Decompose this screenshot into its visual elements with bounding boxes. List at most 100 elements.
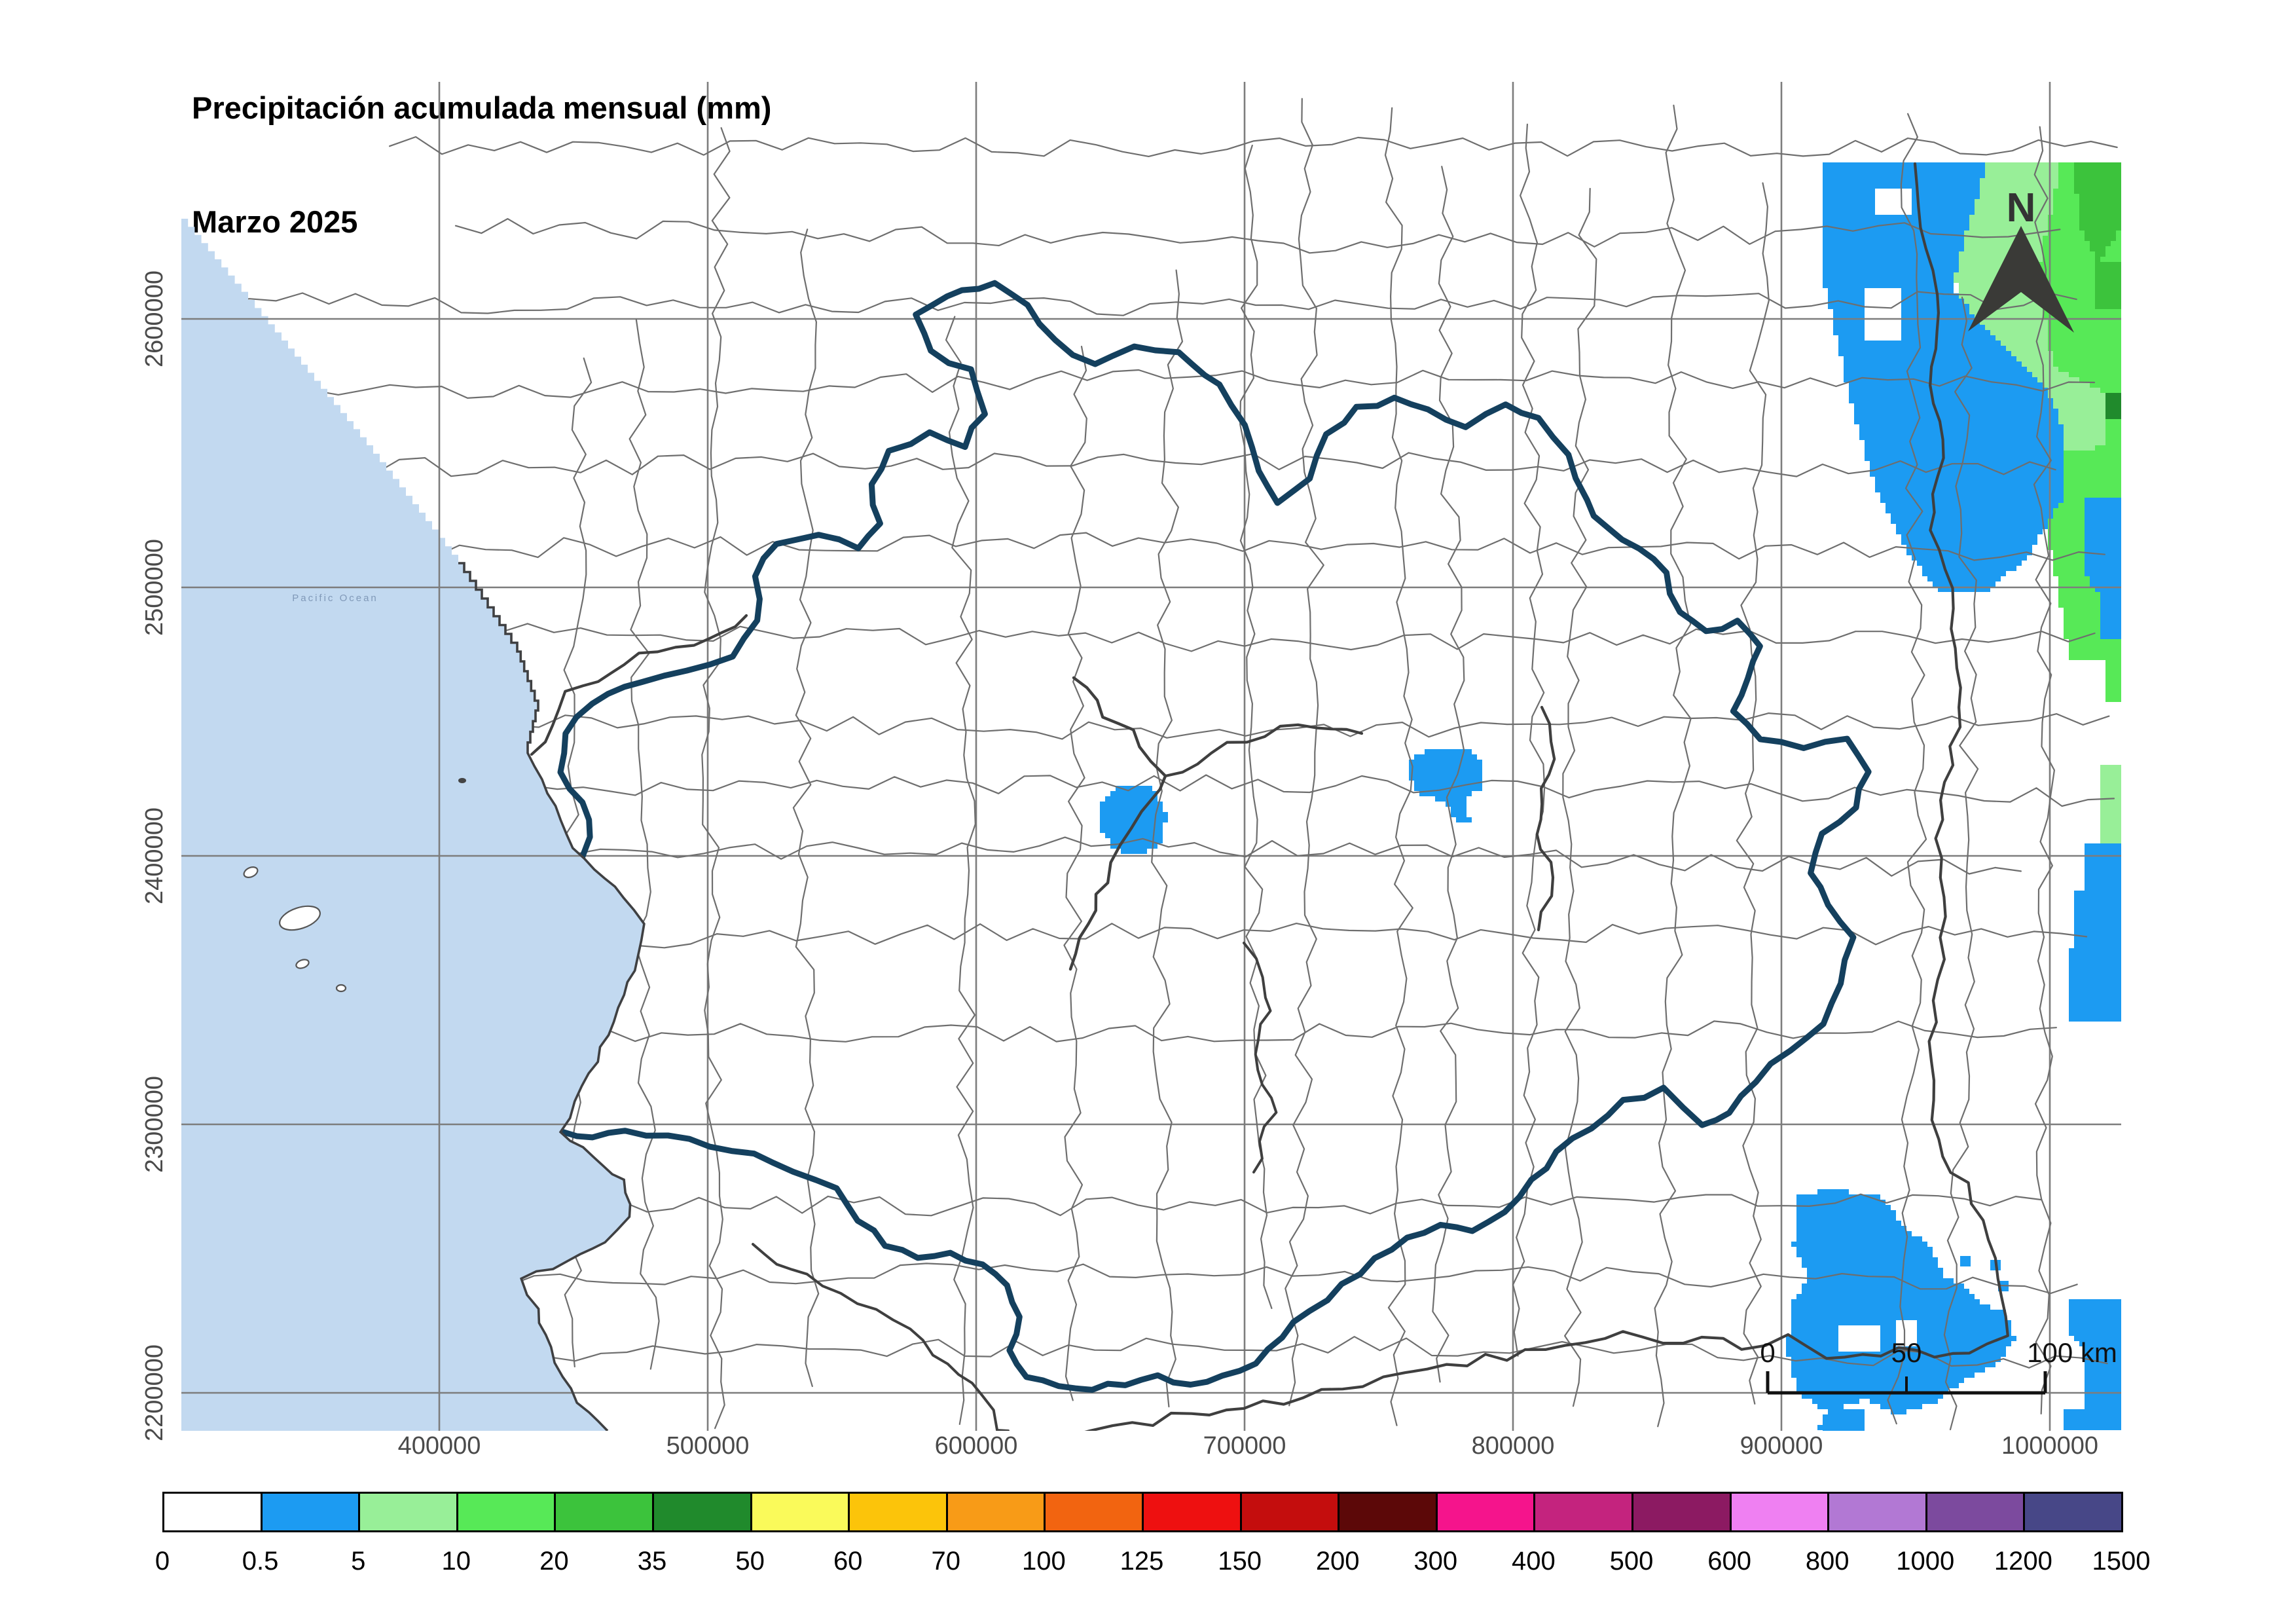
- precip-patch: [1796, 1294, 1975, 1299]
- region-boundary: [1084, 162, 2009, 1431]
- precip-patch: [1110, 838, 1163, 843]
- municipal-boundary: [1432, 166, 1465, 1383]
- precip-patch: [2037, 482, 2121, 487]
- precip-patch: [2079, 199, 2121, 204]
- municipal-boundary: [222, 291, 2077, 316]
- y-axis-tick-label: 2500000: [141, 539, 168, 636]
- municipal-boundaries-layer: [211, 98, 2118, 1431]
- precip-patch: [2069, 1001, 2121, 1006]
- precip-patch: [1854, 403, 2053, 409]
- precip-patch: [2064, 623, 2121, 629]
- precip-patch: [2064, 618, 2121, 623]
- precip-patch: [1849, 388, 2048, 393]
- precip-patch: [2100, 802, 2121, 807]
- precip-patch: [2085, 1346, 2121, 1352]
- y-axis-tick-label: 2400000: [141, 807, 168, 904]
- municipal-boundary: [560, 357, 592, 1368]
- precip-patch: [2074, 162, 2121, 168]
- precip-patch: [1409, 775, 1482, 781]
- precip-patch: [2085, 571, 2121, 576]
- precip-patch: [2069, 1006, 2121, 1011]
- precip-patch: [2069, 655, 2121, 660]
- precip-patch: [1990, 267, 2121, 272]
- precip-patch: [1791, 1304, 1990, 1310]
- precip-patch: [2069, 980, 2121, 985]
- precip-patch: [1833, 314, 1865, 320]
- precip-patch: [1807, 1278, 1954, 1283]
- precip-patch: [2043, 492, 2121, 498]
- precip-patch: [1791, 1373, 1975, 1378]
- precip-patch: [1823, 210, 1875, 215]
- precip-patch: [1791, 1299, 1980, 1304]
- precip-patch: [2069, 1320, 2121, 1325]
- precip-patch: [1446, 802, 1467, 807]
- municipal-boundary: [295, 452, 2056, 477]
- precip-patch: [2074, 927, 2121, 932]
- precip-patch: [1959, 241, 2043, 246]
- precip-patch: [2037, 487, 2121, 492]
- precip-patch: [1838, 335, 1865, 341]
- precip-patch: [1901, 288, 1954, 293]
- precip-patch: [2085, 508, 2121, 513]
- precip-patch: [1917, 1331, 2011, 1336]
- x-axis-tick-label: 400000: [398, 1432, 481, 1460]
- precip-patch: [2085, 534, 2121, 540]
- municipal-boundary: [440, 1193, 2043, 1217]
- precip-patch: [2105, 409, 2121, 414]
- precip-patch: [1917, 1325, 2011, 1331]
- municipal-boundary: [389, 136, 2118, 157]
- precip-patch: [1901, 320, 1980, 325]
- precip-patch: [2085, 859, 2121, 864]
- precip-patch: [1990, 236, 2121, 241]
- precip-patch: [2090, 576, 2121, 581]
- precip-patch: [2074, 906, 2121, 912]
- precip-patch: [2016, 388, 2100, 393]
- precip-patch: [2032, 471, 2121, 477]
- precip-patch: [1954, 267, 2037, 272]
- precip-patch: [1875, 487, 2064, 492]
- precip-patch: [1901, 309, 1969, 314]
- state-boundary-jalisco: [557, 280, 1872, 1393]
- precip-patch: [2069, 644, 2121, 650]
- precip-patch: [1833, 309, 1865, 314]
- precip-patch: [2058, 445, 2095, 451]
- precip-patch: [2085, 1373, 2121, 1378]
- precip-patch: [1901, 325, 1985, 330]
- precip-patch: [1828, 1441, 1854, 1446]
- precip-patch: [1823, 231, 1964, 236]
- precip-patch: [2100, 807, 2121, 812]
- precip-patch: [1844, 377, 2037, 382]
- map-title: Precipitación acumulada mensual (mm) Mar…: [192, 13, 771, 317]
- precip-patch: [1838, 346, 2006, 351]
- precip-patch: [1823, 225, 1969, 231]
- precip-patch: [2074, 943, 2121, 948]
- precipitation-patches-layer: [1100, 162, 2121, 1446]
- precip-patch: [1817, 1189, 1849, 1194]
- precip-patch: [2085, 885, 2121, 891]
- region-boundary: [1243, 942, 1278, 1173]
- precip-patch: [2100, 634, 2121, 639]
- precip-patch: [1969, 330, 2048, 335]
- precip-patch: [2100, 608, 2121, 613]
- precip-patch: [2058, 587, 2121, 592]
- precip-patch: [1912, 199, 1975, 204]
- y-axis-tick-label: 2600000: [141, 270, 168, 367]
- precip-patch: [1870, 471, 2064, 477]
- municipal-boundary: [1285, 98, 1324, 1407]
- municipal-boundary: [1239, 144, 1273, 1309]
- precip-patch: [1828, 299, 1865, 304]
- precip-patch: [1995, 210, 2121, 215]
- islet: [458, 778, 466, 783]
- precip-patch: [1964, 215, 2048, 220]
- municipal-boundary: [1384, 107, 1413, 1426]
- precip-patch: [1891, 1409, 1906, 1414]
- precip-patch: [2001, 162, 2121, 168]
- precip-patch: [2085, 1352, 2121, 1357]
- precip-patch: [2064, 629, 2121, 634]
- precip-patch: [1823, 189, 1875, 194]
- precip-patch: [1922, 571, 2006, 576]
- municipal-boundary: [629, 318, 660, 1370]
- precip-patch: [1828, 304, 1865, 309]
- map-title-line1: Precipitación acumulada mensual (mm): [192, 90, 772, 125]
- precip-patch: [2022, 393, 2105, 398]
